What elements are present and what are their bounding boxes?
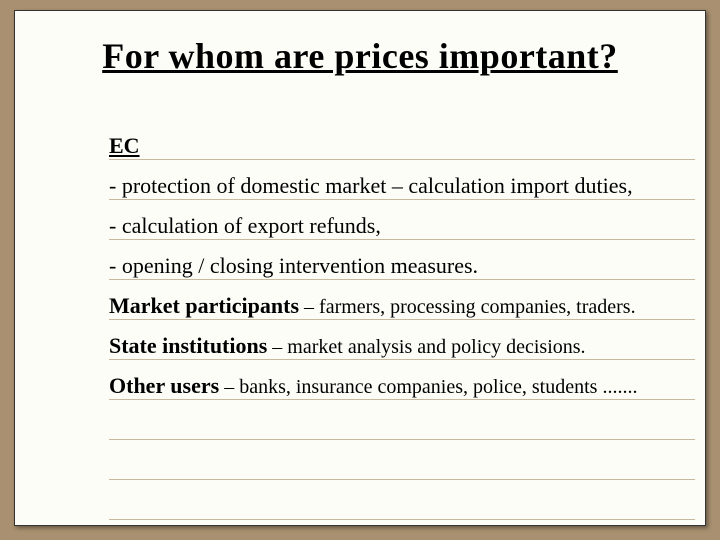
market-participants-rest: – farmers, processing companies, traders… <box>299 296 636 318</box>
ec-heading: EC <box>109 133 140 158</box>
state-institutions-lead: State institutions <box>109 333 267 358</box>
other-users-rest: – banks, insurance companies, police, st… <box>219 376 637 398</box>
rule-line <box>109 479 695 480</box>
rule-line <box>109 319 695 320</box>
market-participants-lead: Market participants <box>109 293 299 318</box>
body-line: EC <box>109 133 685 159</box>
rule-line <box>109 399 695 400</box>
paper-sheet: For whom are prices important? EC - prot… <box>14 10 706 526</box>
body-line: Market participants – farmers, processin… <box>109 293 685 319</box>
slide-title: For whom are prices important? <box>15 11 705 87</box>
state-institutions-rest: – market analysis and policy decisions. <box>267 336 585 358</box>
other-users-lead: Other users <box>109 373 219 398</box>
rule-line <box>109 439 695 440</box>
rule-line <box>109 359 695 360</box>
body-line: State institutions – market analysis and… <box>109 333 685 359</box>
body-line: - opening / closing intervention measure… <box>109 253 685 279</box>
rule-line <box>109 519 695 520</box>
ruled-lines: EC - protection of domestic market – cal… <box>15 119 705 525</box>
body-line: - protection of domestic market – calcul… <box>109 173 685 199</box>
rule-line <box>109 239 695 240</box>
rule-line <box>109 199 695 200</box>
body-line: - calculation of export refunds, <box>109 213 685 239</box>
rule-line <box>109 279 695 280</box>
body-line: Other users – banks, insurance companies… <box>109 373 685 399</box>
rule-line <box>109 159 695 160</box>
